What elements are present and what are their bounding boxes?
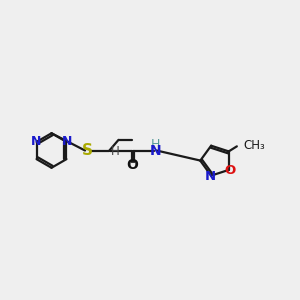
Text: O: O — [126, 158, 138, 172]
Text: N: N — [31, 135, 41, 148]
Text: N: N — [149, 143, 161, 158]
Text: H: H — [150, 138, 160, 152]
Text: N: N — [62, 135, 72, 148]
Text: N: N — [205, 170, 216, 183]
Text: O: O — [224, 164, 236, 177]
Text: S: S — [82, 143, 93, 158]
Text: H: H — [111, 145, 119, 158]
Text: CH₃: CH₃ — [243, 139, 265, 152]
